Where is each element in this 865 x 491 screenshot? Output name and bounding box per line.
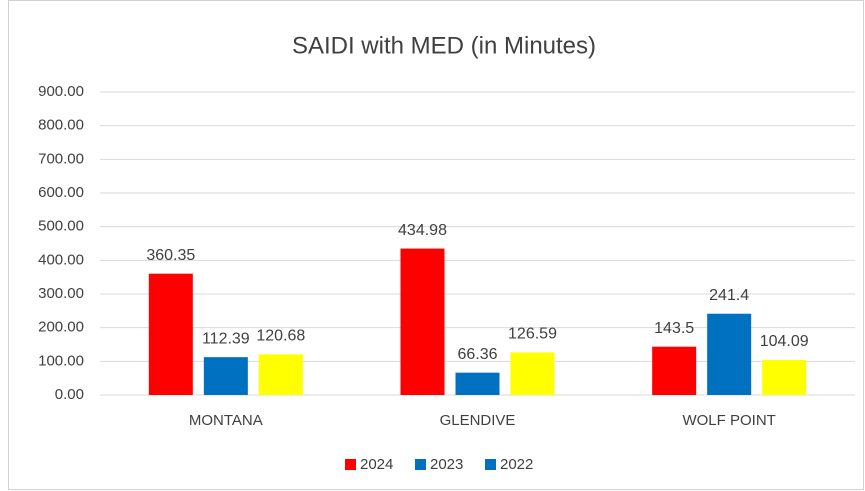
bar	[148, 273, 193, 395]
legend-label: 2024	[360, 456, 393, 473]
data-label: 112.39	[202, 330, 250, 347]
x-tick-label: WOLF POINT	[682, 412, 775, 429]
bar	[652, 346, 697, 395]
data-label: 126.59	[508, 326, 557, 343]
y-tick-label: 100.00	[38, 352, 84, 369]
bar	[707, 313, 752, 395]
data-label: 66.36	[457, 346, 497, 363]
y-tick-label: 0.00	[55, 386, 84, 403]
legend-label: 2022	[500, 456, 533, 473]
legend-marker	[345, 459, 356, 470]
x-tick-label: MONTANA	[189, 412, 263, 429]
legend-label: 2023	[430, 456, 463, 473]
y-tick-label: 900.00	[38, 83, 84, 100]
y-tick-label: 300.00	[38, 285, 84, 302]
x-tick-label: GLENDIVE	[440, 412, 516, 429]
legend-marker	[415, 459, 426, 470]
chart-frame	[8, 0, 864, 490]
chart-title: SAIDI with MED (in Minutes)	[292, 32, 596, 59]
bar	[455, 372, 500, 395]
bar	[400, 248, 445, 395]
bar	[203, 357, 248, 395]
data-label: 143.5	[654, 320, 694, 337]
y-tick-label: 600.00	[38, 184, 84, 201]
legend-marker	[485, 459, 496, 470]
y-tick-label: 700.00	[38, 150, 84, 167]
y-tick-label: 500.00	[38, 218, 84, 235]
bar	[510, 352, 555, 395]
y-tick-label: 400.00	[38, 251, 84, 268]
data-label: 434.98	[398, 222, 447, 239]
y-tick-label: 200.00	[38, 319, 84, 336]
data-label: 360.35	[146, 247, 195, 264]
data-label: 241.4	[709, 287, 749, 304]
bar	[258, 354, 303, 395]
bar	[762, 359, 807, 395]
y-tick-label: 800.00	[38, 117, 84, 134]
data-label: 120.68	[256, 328, 305, 345]
data-label: 104.09	[760, 333, 809, 350]
